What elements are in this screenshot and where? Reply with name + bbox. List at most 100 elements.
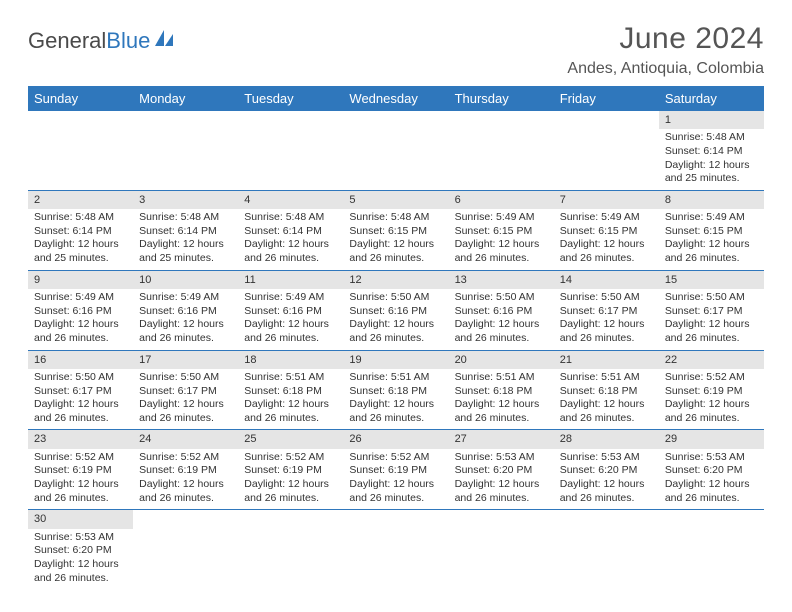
day-info-line: Sunset: 6:19 PM xyxy=(34,464,127,478)
day-content: Sunrise: 5:53 AMSunset: 6:20 PMDaylight:… xyxy=(28,529,133,590)
day-cell: 12Sunrise: 5:50 AMSunset: 6:16 PMDayligh… xyxy=(343,270,448,350)
day-info-line: Sunrise: 5:48 AM xyxy=(349,211,442,225)
day-info-line: Sunrise: 5:51 AM xyxy=(349,371,442,385)
day-cell: 28Sunrise: 5:53 AMSunset: 6:20 PMDayligh… xyxy=(554,430,659,510)
day-info-line: Daylight: 12 hours xyxy=(665,159,758,173)
day-content xyxy=(238,129,343,135)
day-header: Thursday xyxy=(449,86,554,111)
day-cell: 6Sunrise: 5:49 AMSunset: 6:15 PMDaylight… xyxy=(449,190,554,270)
day-content: Sunrise: 5:48 AMSunset: 6:15 PMDaylight:… xyxy=(343,209,448,270)
day-cell: 29Sunrise: 5:53 AMSunset: 6:20 PMDayligh… xyxy=(659,430,764,510)
day-info-line: Sunrise: 5:49 AM xyxy=(455,211,548,225)
day-info-line: Daylight: 12 hours xyxy=(665,238,758,252)
day-cell xyxy=(343,111,448,190)
week-row: 16Sunrise: 5:50 AMSunset: 6:17 PMDayligh… xyxy=(28,350,764,430)
day-content: Sunrise: 5:49 AMSunset: 6:16 PMDaylight:… xyxy=(28,289,133,350)
day-number: 4 xyxy=(238,191,343,209)
day-info-line: Daylight: 12 hours xyxy=(560,398,653,412)
day-cell: 14Sunrise: 5:50 AMSunset: 6:17 PMDayligh… xyxy=(554,270,659,350)
day-info-line: Daylight: 12 hours xyxy=(455,238,548,252)
day-number: 7 xyxy=(554,191,659,209)
day-number: 27 xyxy=(449,430,554,448)
day-info-line: Sunset: 6:17 PM xyxy=(560,305,653,319)
day-content: Sunrise: 5:50 AMSunset: 6:17 PMDaylight:… xyxy=(554,289,659,350)
day-header: Monday xyxy=(133,86,238,111)
day-info-line: Daylight: 12 hours xyxy=(455,478,548,492)
day-info-line: and 26 minutes. xyxy=(139,492,232,506)
day-info-line: Sunrise: 5:49 AM xyxy=(34,291,127,305)
day-info-line: and 26 minutes. xyxy=(455,412,548,426)
day-info-line: Daylight: 12 hours xyxy=(139,478,232,492)
day-content xyxy=(659,529,764,535)
day-info-line: and 26 minutes. xyxy=(665,492,758,506)
day-number xyxy=(343,111,448,129)
day-content: Sunrise: 5:53 AMSunset: 6:20 PMDaylight:… xyxy=(449,449,554,510)
day-info-line: Sunrise: 5:50 AM xyxy=(34,371,127,385)
day-cell: 5Sunrise: 5:48 AMSunset: 6:15 PMDaylight… xyxy=(343,190,448,270)
day-info-line: Daylight: 12 hours xyxy=(244,478,337,492)
day-info-line: Daylight: 12 hours xyxy=(139,238,232,252)
day-cell: 7Sunrise: 5:49 AMSunset: 6:15 PMDaylight… xyxy=(554,190,659,270)
day-content: Sunrise: 5:52 AMSunset: 6:19 PMDaylight:… xyxy=(133,449,238,510)
day-content xyxy=(449,129,554,135)
day-cell: 16Sunrise: 5:50 AMSunset: 6:17 PMDayligh… xyxy=(28,350,133,430)
day-content: Sunrise: 5:50 AMSunset: 6:16 PMDaylight:… xyxy=(449,289,554,350)
day-cell xyxy=(28,111,133,190)
day-content: Sunrise: 5:52 AMSunset: 6:19 PMDaylight:… xyxy=(238,449,343,510)
day-number: 11 xyxy=(238,271,343,289)
day-number: 10 xyxy=(133,271,238,289)
day-cell: 27Sunrise: 5:53 AMSunset: 6:20 PMDayligh… xyxy=(449,430,554,510)
day-content xyxy=(554,129,659,135)
day-number: 9 xyxy=(28,271,133,289)
logo: GeneralBlue xyxy=(28,22,175,54)
day-cell: 22Sunrise: 5:52 AMSunset: 6:19 PMDayligh… xyxy=(659,350,764,430)
day-info-line: Sunset: 6:15 PM xyxy=(665,225,758,239)
day-info-line: Daylight: 12 hours xyxy=(244,398,337,412)
day-info-line: and 26 minutes. xyxy=(244,332,337,346)
day-number: 8 xyxy=(659,191,764,209)
day-info-line: Sunrise: 5:53 AM xyxy=(560,451,653,465)
day-info-line: and 26 minutes. xyxy=(349,332,442,346)
day-info-line: Sunrise: 5:51 AM xyxy=(244,371,337,385)
day-info-line: Sunset: 6:17 PM xyxy=(139,385,232,399)
day-cell: 3Sunrise: 5:48 AMSunset: 6:14 PMDaylight… xyxy=(133,190,238,270)
day-info-line: Daylight: 12 hours xyxy=(244,238,337,252)
day-info-line: Sunrise: 5:53 AM xyxy=(665,451,758,465)
day-header-row: SundayMondayTuesdayWednesdayThursdayFrid… xyxy=(28,86,764,111)
day-cell: 20Sunrise: 5:51 AMSunset: 6:18 PMDayligh… xyxy=(449,350,554,430)
day-number: 22 xyxy=(659,351,764,369)
day-info-line: Sunset: 6:14 PM xyxy=(34,225,127,239)
day-number: 28 xyxy=(554,430,659,448)
day-info-line: Sunset: 6:16 PM xyxy=(34,305,127,319)
day-content xyxy=(238,529,343,535)
day-info-line: Sunset: 6:17 PM xyxy=(34,385,127,399)
week-row: 23Sunrise: 5:52 AMSunset: 6:19 PMDayligh… xyxy=(28,430,764,510)
day-info-line: and 26 minutes. xyxy=(139,332,232,346)
day-info-line: Sunset: 6:15 PM xyxy=(560,225,653,239)
day-content: Sunrise: 5:49 AMSunset: 6:15 PMDaylight:… xyxy=(554,209,659,270)
day-info-line: and 26 minutes. xyxy=(349,252,442,266)
day-number xyxy=(343,510,448,528)
day-number xyxy=(238,111,343,129)
day-info-line: Sunrise: 5:49 AM xyxy=(244,291,337,305)
day-number: 14 xyxy=(554,271,659,289)
day-info-line: Sunrise: 5:50 AM xyxy=(665,291,758,305)
day-info-line: Sunset: 6:16 PM xyxy=(139,305,232,319)
day-info-line: Sunset: 6:18 PM xyxy=(244,385,337,399)
day-content: Sunrise: 5:48 AMSunset: 6:14 PMDaylight:… xyxy=(28,209,133,270)
day-info-line: and 26 minutes. xyxy=(560,412,653,426)
day-info-line: and 26 minutes. xyxy=(665,412,758,426)
day-info-line: Sunset: 6:20 PM xyxy=(665,464,758,478)
day-info-line: Sunset: 6:18 PM xyxy=(349,385,442,399)
day-cell xyxy=(659,510,764,589)
day-info-line: Sunset: 6:15 PM xyxy=(455,225,548,239)
day-number xyxy=(449,111,554,129)
day-cell: 9Sunrise: 5:49 AMSunset: 6:16 PMDaylight… xyxy=(28,270,133,350)
day-content: Sunrise: 5:48 AMSunset: 6:14 PMDaylight:… xyxy=(133,209,238,270)
day-info-line: Sunrise: 5:48 AM xyxy=(139,211,232,225)
location: Andes, Antioquia, Colombia xyxy=(567,60,764,78)
day-content: Sunrise: 5:52 AMSunset: 6:19 PMDaylight:… xyxy=(28,449,133,510)
day-cell xyxy=(449,510,554,589)
day-content: Sunrise: 5:50 AMSunset: 6:17 PMDaylight:… xyxy=(133,369,238,430)
day-cell xyxy=(238,111,343,190)
